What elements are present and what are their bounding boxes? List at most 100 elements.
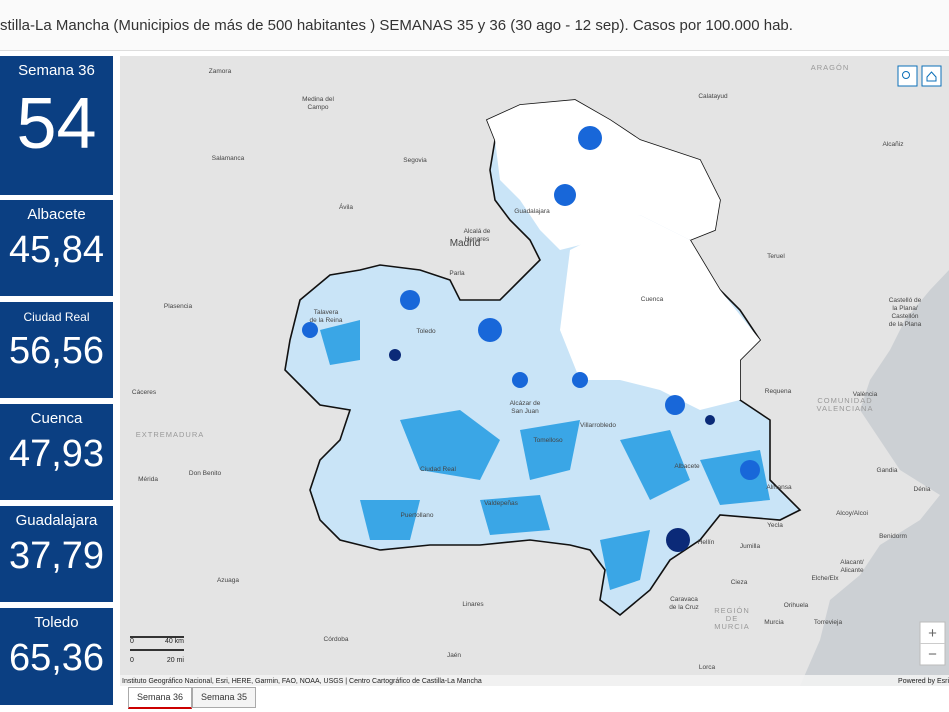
indicator-label: Cuenca <box>30 410 83 427</box>
place-label: Ciudad Real <box>420 466 456 473</box>
place-label: REGIÓN <box>714 606 750 615</box>
place-label: Segovia <box>403 157 427 164</box>
tab[interactable]: Semana 35 <box>192 687 257 708</box>
tab[interactable]: Semana 36 <box>128 687 193 709</box>
place-label: Orihuela <box>784 602 809 609</box>
place-label: Lorca <box>699 664 716 671</box>
very-high-areas <box>302 126 760 480</box>
place-label: Alcázar de <box>510 400 541 407</box>
scale-label: 20 mi <box>167 657 185 664</box>
indicator-value: 56,56 <box>8 330 105 372</box>
place-label: Talavera <box>314 309 339 316</box>
place-label: de la Plana <box>889 321 922 328</box>
powered-by: Powered by Esri <box>898 678 949 685</box>
indicator-label: Toledo <box>34 614 79 631</box>
place-label: Requena <box>765 388 792 395</box>
place-label: Dénia <box>914 486 931 493</box>
place-label: Torrevieja <box>814 619 843 626</box>
indicator-card: Semana 36 54 <box>0 56 113 195</box>
guadalajara-area <box>487 100 720 250</box>
place-label: Henares <box>465 236 490 243</box>
zoom-in[interactable]: + <box>928 625 937 642</box>
home-icon <box>926 71 937 82</box>
place-label: Alcañiz <box>883 141 904 148</box>
indicator-label: Albacete <box>27 206 86 223</box>
place-label: Córdoba <box>324 636 349 643</box>
search-icon <box>902 71 910 79</box>
place-label: San Juan <box>511 408 539 415</box>
place-label: Alacant/ <box>840 559 864 566</box>
place-label: Cáceres <box>132 389 157 396</box>
place-label: DE <box>726 614 738 623</box>
place-label: Ávila <box>339 202 353 211</box>
place-label: Villarrobledo <box>580 422 616 429</box>
search-button[interactable] <box>897 65 918 87</box>
place-label: Murcia <box>764 619 784 626</box>
place-label: Azuaga <box>217 577 239 584</box>
place-label: Salamanca <box>212 155 245 162</box>
place-label: Cuenca <box>641 296 664 303</box>
place-label: COMUNIDAD <box>817 396 872 405</box>
indicator-value: 37,79 <box>8 535 105 577</box>
indicator-value: 54 <box>16 84 97 164</box>
place-label: Plasencia <box>164 303 193 310</box>
place-label: Alicante <box>840 567 864 574</box>
place-label: Albacete <box>674 463 700 470</box>
place-label: Hellín <box>698 539 715 546</box>
place-label: Calatayud <box>698 93 728 100</box>
place-label: de la Cruz <box>669 604 699 611</box>
place-label: Parla <box>449 270 465 277</box>
indicator-label: Ciudad Real <box>23 310 90 324</box>
place-label: Madrid <box>450 238 481 249</box>
scale-label: 40 km <box>165 638 184 645</box>
place-label: Mérida <box>138 476 158 483</box>
place-label: Guadalajara <box>514 208 550 215</box>
place-label: EXTREMADURA <box>136 430 205 439</box>
indicator-value: 47,93 <box>8 433 105 475</box>
place-label: Don Benito <box>189 470 222 477</box>
place-label: la Plana/ <box>892 305 917 312</box>
place-label: Zamora <box>209 68 232 75</box>
indicator-card: Toledo 65,36 <box>0 608 113 705</box>
scale-label: 0 <box>130 657 134 664</box>
indicator-card: Guadalajara 37,79 <box>0 506 113 602</box>
sea <box>800 56 949 686</box>
place-label: Cieza <box>731 579 748 586</box>
place-label: Almansa <box>766 484 792 491</box>
scale-label: 0 <box>130 638 134 645</box>
attribution-bar <box>120 675 949 686</box>
place-label: Alcoy/Alcoi <box>836 510 868 517</box>
place-label: Alcalá de <box>464 228 491 235</box>
place-label: VALENCIANA <box>817 404 874 413</box>
place-label: Medina del <box>302 96 334 103</box>
cuenca-area <box>560 215 760 410</box>
indicator-card: Albacete 45,84 <box>0 200 113 296</box>
place-label: Valdepeñas <box>484 500 519 507</box>
indicator-card: Cuenca 47,93 <box>0 404 113 500</box>
indicator-value: 65,36 <box>8 637 105 679</box>
place-label: Linares <box>462 601 484 608</box>
title-bar: stilla-La Mancha (Municipios de más de 5… <box>0 0 949 51</box>
place-label: Elche/Elx <box>811 575 839 582</box>
place-label: de la Reina <box>310 317 343 324</box>
indicator-label: Semana 36 <box>18 62 95 79</box>
place-label: Yecla <box>767 522 783 529</box>
place-label: Gandia <box>877 467 898 474</box>
place-label: Castellón <box>891 313 918 320</box>
max-areas <box>389 349 715 552</box>
place-label: València <box>853 391 878 398</box>
zoom-out[interactable]: − <box>928 646 937 663</box>
indicator-value: 45,84 <box>8 229 105 271</box>
place-label: Teruel <box>767 253 785 260</box>
place-label: ARAGÓN <box>811 63 850 72</box>
indicator-label: Guadalajara <box>15 512 98 529</box>
place-label: Caravaca <box>670 596 698 603</box>
place-label: Jumilla <box>740 543 761 550</box>
indicator-card: Ciudad Real 56,56 <box>0 302 113 398</box>
map-tools[interactable] <box>120 65 949 686</box>
place-label: Tomelloso <box>533 437 563 444</box>
place-label: Puertollano <box>401 512 434 519</box>
home-button[interactable] <box>921 65 942 87</box>
